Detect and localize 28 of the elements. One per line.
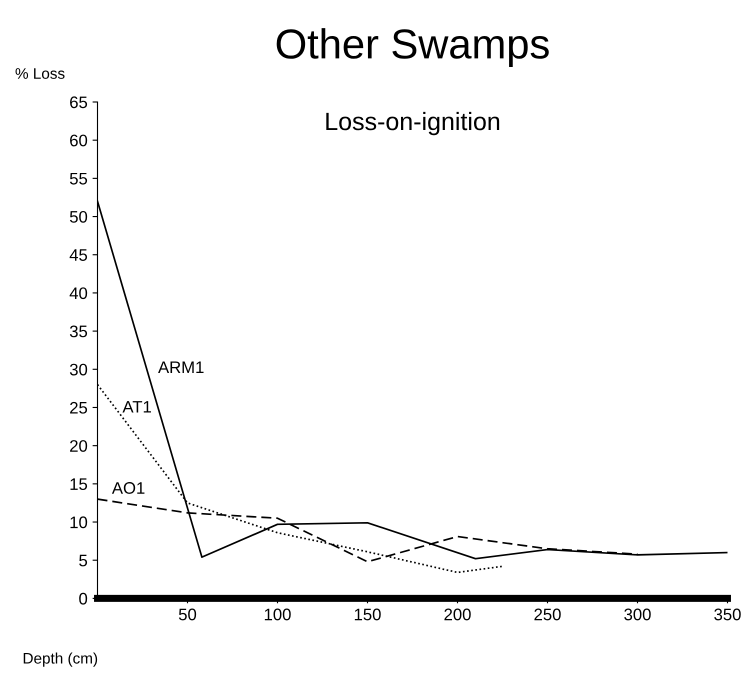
y-tick-label: 65 [70,96,88,108]
y-tick-label: 10 [70,516,88,528]
y-tick-label: 5 [79,554,88,566]
x-tick-label: 150 [354,608,381,620]
y-tick-label: 35 [70,326,88,338]
y-tick-label: 55 [70,172,88,185]
x-tick-label: 50 [178,608,196,620]
series-label: ARM1 [158,362,204,373]
y-tick-label: 50 [70,210,88,223]
x-tick-label: 250 [534,608,561,620]
x-tick-label: 350 [714,608,741,620]
series-label: AT1 [122,401,151,413]
series-label: AO1 [112,482,144,494]
chart-title: Other Swamps [276,28,549,68]
x-tick-label: 200 [444,608,471,620]
y-tick-label: 20 [70,440,88,452]
y-tick-label: 30 [70,364,88,376]
x-tick-label: 100 [264,608,291,620]
y-tick-label: 45 [70,249,88,261]
y-tick-label: 40 [70,287,88,300]
x-tick-label: 300 [624,608,651,620]
y-tick-label: 0 [79,592,88,605]
y-axis-title: % Loss [16,68,65,79]
chart-subtitle: Loss-on-ignition [326,112,500,136]
x-axis-title: Depth (cm) [24,652,98,667]
y-tick-label: 60 [70,134,88,146]
y-tick-label: 15 [70,478,88,490]
y-tick-label: 25 [70,402,88,414]
